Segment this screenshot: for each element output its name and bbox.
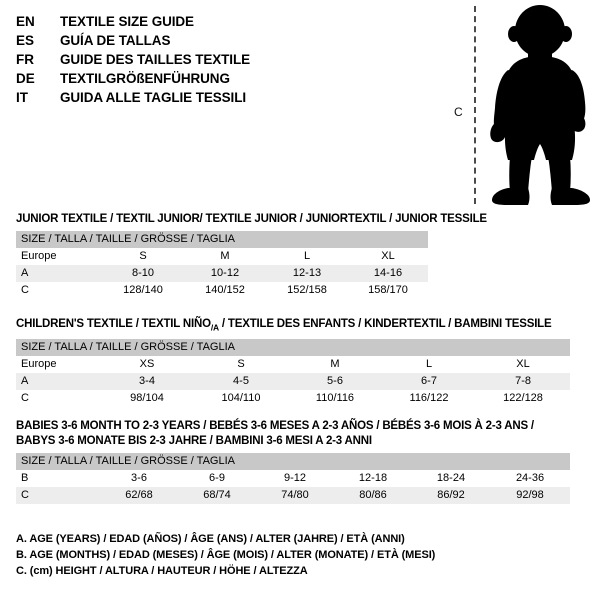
- table-band-header: SIZE / TALLA / TAILLE / GRÖSSE / TAGLIA: [16, 231, 428, 248]
- band-label: SIZE / TALLA / TAILLE / GRÖSSE / TAGLIA: [16, 453, 571, 470]
- table-cell: XL: [476, 356, 571, 374]
- section-title-babies-line2: BABYS 3-6 MONATE BIS 2-3 JAHRE / BAMBINI…: [16, 435, 372, 447]
- table-cell: 62/68: [100, 487, 178, 504]
- table-row: C 98/104 104/110 110/116 116/122 122/128: [16, 390, 571, 408]
- table-cell: 12-18: [334, 470, 412, 487]
- table-cell: 3-4: [100, 373, 194, 391]
- table-cell: 24-36: [490, 470, 571, 487]
- language-code: EN: [16, 14, 35, 29]
- table-cell: 18-24: [412, 470, 490, 487]
- table-row: B 3-6 6-9 9-12 12-18 18-24 24-36: [16, 470, 571, 487]
- row-label: B: [16, 470, 100, 487]
- table-cell: 12-13: [266, 265, 348, 282]
- section-title-children-post: / TEXTILE DES ENFANTS / KINDERTEXTIL / B…: [218, 318, 552, 330]
- row-label: A: [16, 265, 102, 282]
- language-row: DE TEXTILGRÖßENFÜHRUNG: [16, 69, 436, 88]
- language-title: GUÍA DE TALLAS: [60, 33, 171, 48]
- table-band-header: SIZE / TALLA / TAILLE / GRÖSSE / TAGLIA: [16, 453, 571, 470]
- table-cell: XL: [348, 248, 428, 265]
- language-code: FR: [16, 52, 34, 67]
- section-title-children-pre: CHILDREN'S TEXTILE / TEXTIL NIÑO: [16, 318, 211, 330]
- table-row: Europe S M L XL: [16, 248, 428, 265]
- table-cell: 116/122: [382, 390, 476, 408]
- table-cell: 3-6: [100, 470, 178, 487]
- table-row: C 62/68 68/74 74/80 80/86 86/92 92/98: [16, 487, 571, 504]
- language-title: GUIDA ALLE TAGLIE TESSILI: [60, 90, 246, 105]
- language-row: IT GUIDA ALLE TAGLIE TESSILI: [16, 88, 436, 107]
- babies-size-table: SIZE / TALLA / TAILLE / GRÖSSE / TAGLIA …: [16, 453, 571, 504]
- section-title-children-sub: /A: [210, 322, 219, 333]
- height-measurement-figure: C: [440, 0, 600, 212]
- table-cell: 140/152: [184, 282, 266, 299]
- language-title: TEXTILGRÖßENFÜHRUNG: [60, 71, 230, 86]
- table-cell: 9-12: [256, 470, 334, 487]
- table-cell: 158/170: [348, 282, 428, 299]
- table-cell: 10-12: [184, 265, 266, 282]
- section-junior-textile: JUNIOR TEXTILE / TEXTIL JUNIOR/ TEXTILE …: [16, 212, 487, 299]
- table-band-header: SIZE / TALLA / TAILLE / GRÖSSE / TAGLIA: [16, 339, 571, 357]
- height-dashed-line: [474, 6, 476, 204]
- language-row: ES GUÍA DE TALLAS: [16, 31, 436, 50]
- row-label: Europe: [16, 356, 100, 374]
- language-row: EN TEXTILE SIZE GUIDE: [16, 12, 436, 31]
- toddler-silhouette-icon: [490, 5, 590, 205]
- table-cell: 8-10: [102, 265, 184, 282]
- row-label: Europe: [16, 248, 102, 265]
- table-row: A 8-10 10-12 12-13 14-16: [16, 265, 428, 282]
- table-cell: 122/128: [476, 390, 571, 408]
- language-row: FR GUIDE DES TAILLES TEXTILE: [16, 50, 436, 69]
- band-label: SIZE / TALLA / TAILLE / GRÖSSE / TAGLIA: [16, 339, 571, 357]
- table-cell: 104/110: [194, 390, 288, 408]
- table-cell: 92/98: [490, 487, 571, 504]
- table-cell: 152/158: [266, 282, 348, 299]
- language-title: TEXTILE SIZE GUIDE: [60, 14, 194, 29]
- table-row: C 128/140 140/152 152/158 158/170: [16, 282, 428, 299]
- table-row: Europe XS S M L XL: [16, 356, 571, 374]
- height-measure-label: C: [454, 105, 463, 119]
- band-label: SIZE / TALLA / TAILLE / GRÖSSE / TAGLIA: [16, 231, 428, 248]
- table-cell: 4-5: [194, 373, 288, 391]
- table-cell: M: [184, 248, 266, 265]
- row-label: A: [16, 373, 100, 391]
- table-cell: M: [288, 356, 382, 374]
- table-cell: 110/116: [288, 390, 382, 408]
- language-title: GUIDE DES TAILLES TEXTILE: [60, 52, 251, 67]
- junior-size-table: SIZE / TALLA / TAILLE / GRÖSSE / TAGLIA …: [16, 231, 428, 299]
- language-header: EN TEXTILE SIZE GUIDE ES GUÍA DE TALLAS …: [16, 12, 436, 107]
- section-title-children: CHILDREN'S TEXTILE / TEXTIL NIÑO/A / TEX…: [16, 317, 570, 335]
- legend-line-c: C. (cm) HEIGHT / ALTURA / HAUTEUR / HÖHE…: [16, 565, 308, 577]
- table-row: A 3-4 4-5 5-6 6-7 7-8: [16, 373, 571, 391]
- legend-footnotes: A. AGE (YEARS) / EDAD (AÑOS) / ÂGE (ANS)…: [16, 531, 446, 579]
- table-cell: 80/86: [334, 487, 412, 504]
- table-cell: 86/92: [412, 487, 490, 504]
- table-cell: S: [102, 248, 184, 265]
- language-code: DE: [16, 71, 35, 86]
- table-cell: 98/104: [100, 390, 194, 408]
- table-cell: 14-16: [348, 265, 428, 282]
- table-cell: S: [194, 356, 288, 374]
- table-cell: 74/80: [256, 487, 334, 504]
- section-babies-textile: BABIES 3-6 MONTH TO 2-3 YEARS / BEBÉS 3-…: [16, 419, 571, 504]
- table-cell: 7-8: [476, 373, 571, 391]
- table-cell: 68/74: [178, 487, 256, 504]
- table-cell: XS: [100, 356, 194, 374]
- table-cell: 128/140: [102, 282, 184, 299]
- table-cell: L: [382, 356, 476, 374]
- section-title-babies-line1: BABIES 3-6 MONTH TO 2-3 YEARS / BEBÉS 3-…: [16, 420, 534, 432]
- row-label: C: [16, 390, 100, 408]
- section-title-junior: JUNIOR TEXTILE / TEXTIL JUNIOR/ TEXTILE …: [16, 213, 487, 225]
- language-code: IT: [16, 90, 28, 105]
- row-label: C: [16, 282, 102, 299]
- row-label: C: [16, 487, 100, 504]
- section-children-textile: CHILDREN'S TEXTILE / TEXTIL NIÑO/A / TEX…: [16, 317, 571, 408]
- legend-line-b: B. AGE (MONTHS) / EDAD (MESES) / ÂGE (MO…: [16, 549, 436, 561]
- children-size-table: SIZE / TALLA / TAILLE / GRÖSSE / TAGLIA …: [16, 339, 571, 408]
- table-cell: L: [266, 248, 348, 265]
- language-code: ES: [16, 33, 35, 48]
- legend-line-a: A. AGE (YEARS) / EDAD (AÑOS) / ÂGE (ANS)…: [16, 533, 405, 545]
- table-cell: 6-7: [382, 373, 476, 391]
- table-cell: 6-9: [178, 470, 256, 487]
- table-cell: 5-6: [288, 373, 382, 391]
